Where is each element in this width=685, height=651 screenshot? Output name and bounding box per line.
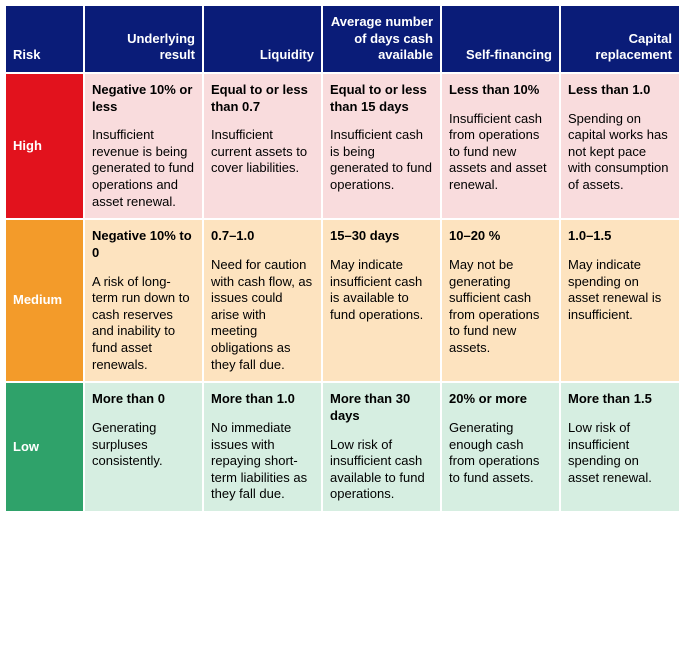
thresh: 0.7–1.0: [211, 228, 314, 245]
desc: Spending on capital works has not kept p…: [568, 111, 672, 194]
cell-medium-self-fin: 10–20 % May not be generating sufficient…: [441, 219, 560, 382]
cell-high-days-cash: Equal to or less than 15 days Insufficie…: [322, 73, 441, 219]
thresh: 15–30 days: [330, 228, 433, 245]
risk-label-medium: Medium: [6, 219, 84, 382]
row-low: Low More than 0 Generating surpluses con…: [6, 382, 679, 512]
row-medium: Medium Negative 10% to 0 A risk of long-…: [6, 219, 679, 382]
desc: Generating enough cash from operations t…: [449, 420, 552, 487]
desc: No immediate issues with repaying short-…: [211, 420, 314, 503]
cell-low-liquidity: More than 1.0 No immediate issues with r…: [203, 382, 322, 512]
thresh: 20% or more: [449, 391, 552, 408]
header-self-financing: Self-financing: [441, 6, 560, 73]
cell-medium-days-cash: 15–30 days May indicate insufficient cas…: [322, 219, 441, 382]
thresh: More than 30 days: [330, 391, 433, 424]
desc: Insufficient revenue is being generated …: [92, 127, 195, 210]
desc: Insufficient cash is being generated to …: [330, 127, 433, 194]
cell-high-cap-repl: Less than 1.0 Spending on capital works …: [560, 73, 679, 219]
cell-medium-liquidity: 0.7–1.0 Need for caution with cash flow,…: [203, 219, 322, 382]
cell-high-liquidity: Equal to or less than 0.7 Insufficient c…: [203, 73, 322, 219]
cell-low-cap-repl: More than 1.5 Low risk of insufficient s…: [560, 382, 679, 512]
cell-medium-underlying: Negative 10% to 0 A risk of long-term ru…: [84, 219, 203, 382]
cell-high-self-fin: Less than 10% Insufficient cash from ope…: [441, 73, 560, 219]
cell-medium-cap-repl: 1.0–1.5 May indicate spending on asset r…: [560, 219, 679, 382]
risk-label-low: Low: [6, 382, 84, 512]
desc: Insufficient current assets to cover lia…: [211, 127, 314, 177]
risk-matrix-table: Risk Underlying result Liquidity Average…: [6, 6, 679, 513]
desc: Insufficient cash from operations to fun…: [449, 111, 552, 194]
thresh: More than 1.0: [211, 391, 314, 408]
thresh: Equal to or less than 0.7: [211, 82, 314, 115]
header-risk: Risk: [6, 6, 84, 73]
header-row: Risk Underlying result Liquidity Average…: [6, 6, 679, 73]
desc: May indicate spending on asset renewal i…: [568, 257, 672, 324]
cell-low-underlying: More than 0 Generating surpluses consist…: [84, 382, 203, 512]
header-liquidity: Liquidity: [203, 6, 322, 73]
thresh: Less than 10%: [449, 82, 552, 99]
thresh: 10–20 %: [449, 228, 552, 245]
thresh: Equal to or less than 15 days: [330, 82, 433, 115]
thresh: 1.0–1.5: [568, 228, 672, 245]
thresh: Negative 10% or less: [92, 82, 195, 115]
desc: Generating surpluses consistently.: [92, 420, 195, 470]
desc: May not be generating sufficient cash fr…: [449, 257, 552, 357]
row-high: High Negative 10% or less Insufficient r…: [6, 73, 679, 219]
cell-high-underlying: Negative 10% or less Insufficient revenu…: [84, 73, 203, 219]
thresh: More than 1.5: [568, 391, 672, 408]
desc: Low risk of insufficient cash available …: [330, 437, 433, 504]
header-underlying: Underlying result: [84, 6, 203, 73]
desc: Low risk of insufficient spending on ass…: [568, 420, 672, 487]
thresh: Negative 10% to 0: [92, 228, 195, 261]
cell-low-self-fin: 20% or more Generating enough cash from …: [441, 382, 560, 512]
desc: Need for caution with cash flow, as issu…: [211, 257, 314, 373]
header-capital-replacement: Capital replacement: [560, 6, 679, 73]
thresh: Less than 1.0: [568, 82, 672, 99]
risk-label-high: High: [6, 73, 84, 219]
thresh: More than 0: [92, 391, 195, 408]
cell-low-days-cash: More than 30 days Low risk of insufficie…: [322, 382, 441, 512]
header-days-cash: Average number of days cash available: [322, 6, 441, 73]
desc: May indicate insufficient cash is availa…: [330, 257, 433, 324]
desc: A risk of long-term run down to cash res…: [92, 274, 195, 374]
